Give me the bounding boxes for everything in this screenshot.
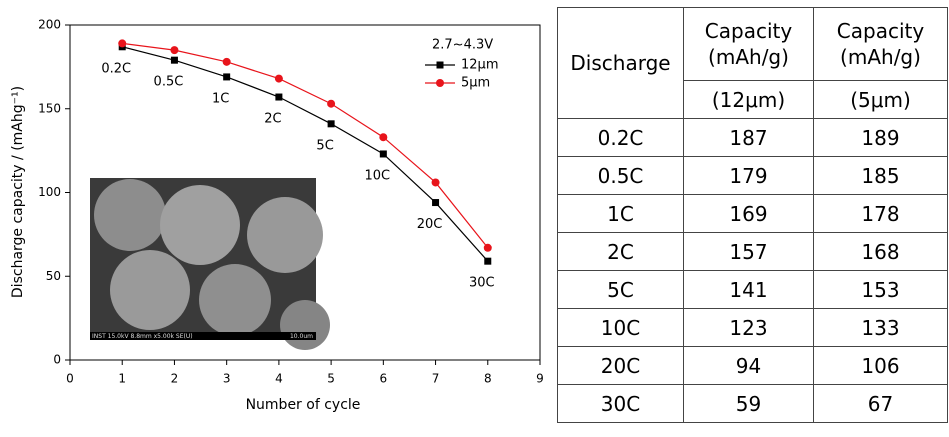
point: [379, 150, 387, 158]
legend-label: 12μm: [461, 58, 498, 73]
point: [275, 93, 283, 101]
x-tick-label: 2: [171, 372, 179, 386]
series-line: [122, 42, 489, 249]
table-cell: 106: [813, 346, 948, 385]
y-tick-label: 200: [38, 18, 61, 32]
rate-label: 0.5C: [154, 75, 184, 90]
particle: [110, 250, 190, 330]
table-cell: 141: [683, 270, 814, 309]
rate-label: 30C: [469, 276, 495, 291]
x-tick-label: 9: [536, 372, 544, 386]
table-cell: 67: [813, 384, 948, 423]
header-cell: Discharge: [557, 7, 684, 119]
particle: [280, 300, 330, 350]
rate-label: 1C: [212, 91, 229, 106]
point: [223, 73, 231, 81]
rate-label: 10C: [365, 168, 391, 183]
table-cell: 59: [683, 384, 814, 423]
table-cell: 94: [683, 346, 814, 385]
table-cell: 189: [813, 118, 948, 157]
particle: [199, 264, 271, 336]
legend-title: 2.7~4.3V: [432, 38, 493, 53]
x-tick-label: 1: [118, 372, 126, 386]
point: [431, 178, 440, 187]
x-tick-label: 6: [380, 372, 388, 386]
table-row: 1C 169 178: [557, 194, 948, 233]
rate-label: 5C: [316, 138, 333, 153]
inset-bar: [90, 332, 316, 340]
table-cell: 0.5C: [557, 156, 684, 195]
table-cell: 123: [683, 308, 814, 347]
rate-label: 20C: [417, 217, 443, 232]
table-cell: 0.2C: [557, 118, 684, 157]
table-cell: 187: [683, 118, 814, 157]
chart: Number of cycle Discharge capacity / (mA…: [10, 18, 544, 414]
point: [484, 257, 492, 265]
x-tick-label: 3: [223, 372, 231, 386]
table-cell: 185: [813, 156, 948, 195]
legend-marker: [436, 79, 444, 87]
table-cell: 153: [813, 270, 948, 309]
table-row: 30C 59 67: [557, 384, 948, 423]
legend-label: 5μm: [461, 76, 490, 91]
table-cell: 20C: [557, 346, 684, 385]
table-row: 20C 94 106: [557, 346, 948, 385]
point: [170, 46, 179, 55]
point: [327, 120, 335, 128]
legend-marker: [436, 61, 444, 69]
subheader-cell: (12μm): [683, 80, 814, 119]
x-tick-label: 0: [66, 372, 74, 386]
table-cell: 30C: [557, 384, 684, 423]
point: [274, 74, 283, 83]
inset-caption: INST 15.0kV 8.8mm x5.00k SE(U): [92, 333, 193, 340]
header-cell: Capacity (mAh/g): [683, 7, 814, 81]
particle: [247, 197, 323, 273]
point: [379, 133, 388, 142]
table: Discharge Capacity (mAh/g) Capacity (mAh…: [557, 7, 948, 423]
point: [118, 39, 127, 48]
rate-label: 2C: [264, 112, 281, 127]
inset-caption: 10.0um: [290, 333, 313, 340]
point: [432, 199, 440, 207]
y-tick-label: 50: [46, 269, 61, 283]
point: [483, 243, 492, 252]
y-axis-title: Discharge capacity / (mAhg⁻¹): [10, 86, 26, 298]
table-cell: 2C: [557, 232, 684, 271]
table-cell: 178: [813, 194, 948, 233]
particle: [160, 185, 240, 265]
table-row: 5C 141 153: [557, 270, 948, 309]
rate-label: 0.2C: [101, 61, 131, 76]
table-cell: 169: [683, 194, 814, 233]
y-tick-label: 150: [38, 101, 61, 115]
x-tick-label: 8: [484, 372, 492, 386]
y-tick-label: 0: [53, 353, 61, 367]
point: [327, 99, 336, 108]
point: [222, 57, 231, 66]
sem-inset: INST 15.0kV 8.8mm x5.00k SE(U) 10.0um: [90, 178, 330, 350]
table-cell: 5C: [557, 270, 684, 309]
subheader-cell: (5μm): [813, 80, 948, 119]
particle: [94, 179, 166, 251]
table-row: 10C 123 133: [557, 308, 948, 347]
y-tick-label: 100: [38, 185, 61, 199]
series-line: [122, 46, 489, 262]
table-cell: 157: [683, 232, 814, 271]
table-row: 0.2C 187 189: [557, 118, 948, 157]
x-tick-label: 5: [327, 372, 335, 386]
table-cell: 10C: [557, 308, 684, 347]
table-cell: 179: [683, 156, 814, 195]
point: [170, 56, 178, 64]
table-cell: 168: [813, 232, 948, 271]
table-row: 0.5C 179 185: [557, 156, 948, 195]
x-tick-label: 7: [432, 372, 440, 386]
table-cell: 133: [813, 308, 948, 347]
table-row: 2C 157 168: [557, 232, 948, 271]
header-cell: Capacity (mAh/g): [813, 7, 948, 81]
table-cell: 1C: [557, 194, 684, 233]
x-tick-label: 4: [275, 372, 283, 386]
x-axis-title: Number of cycle: [246, 397, 361, 413]
